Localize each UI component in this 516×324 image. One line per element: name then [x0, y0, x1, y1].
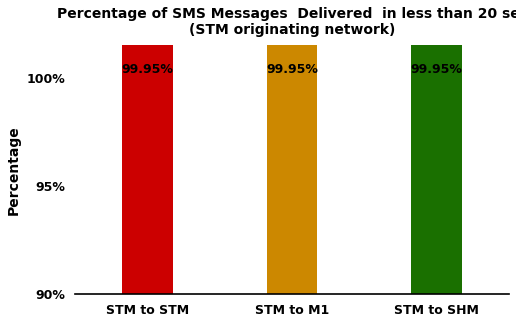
Bar	[411, 0, 462, 294]
Text: 99.95%: 99.95%	[411, 63, 463, 75]
Bar	[122, 0, 173, 294]
Text: 99.95%: 99.95%	[266, 63, 318, 75]
Y-axis label: Percentage: Percentage	[7, 125, 21, 215]
Text: 99.95%: 99.95%	[121, 63, 173, 75]
Title: Percentage of SMS Messages  Delivered  in less than 20 sec
(STM originating netw: Percentage of SMS Messages Delivered in …	[57, 7, 516, 37]
Bar	[267, 0, 317, 294]
